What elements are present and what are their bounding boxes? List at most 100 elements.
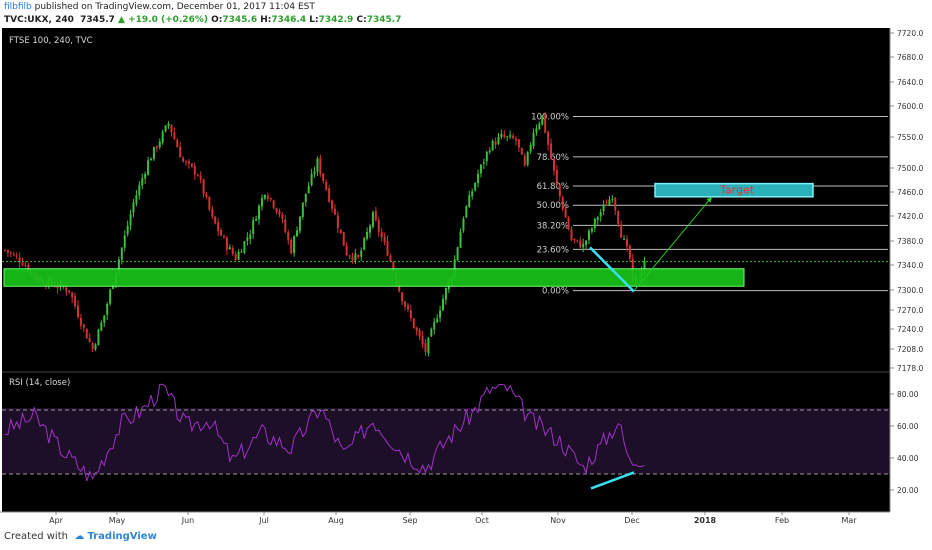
candle-body xyxy=(561,196,564,210)
candle-body xyxy=(196,175,199,177)
time-tick-label: 2018 xyxy=(694,516,717,525)
support-zone[interactable] xyxy=(3,268,745,287)
candle-body xyxy=(348,255,351,257)
candle-body xyxy=(217,222,220,231)
close-label: C: xyxy=(356,15,367,25)
candle-body xyxy=(424,343,427,352)
candle-body xyxy=(91,343,94,350)
target-zone[interactable] xyxy=(654,182,814,198)
candle-body xyxy=(141,178,144,186)
candle-body xyxy=(625,239,628,247)
candle-body xyxy=(345,245,348,256)
candle-body xyxy=(608,199,611,205)
author-link[interactable]: filbfilb xyxy=(4,2,32,12)
candle-body xyxy=(614,198,617,211)
candle-body xyxy=(392,261,395,272)
candle-body xyxy=(555,170,558,185)
candle-body xyxy=(158,141,161,148)
candle-body xyxy=(246,237,249,241)
rsi-divergence-line[interactable] xyxy=(590,471,635,490)
candle-body xyxy=(520,148,523,155)
price-tick-label: 7600.0 xyxy=(897,102,923,111)
candle-body xyxy=(150,158,152,161)
candle-body xyxy=(398,284,401,292)
high-value: 7346.4 xyxy=(271,15,307,25)
rsi-tick-label: 40.00 xyxy=(897,454,919,463)
time-tick-label: Aug xyxy=(328,516,344,525)
candle-body xyxy=(526,151,529,165)
candle-body xyxy=(164,125,167,132)
rsi-axis[interactable]: 80.00 60.00 40.00 20.00 xyxy=(890,390,919,495)
time-tick-label: May xyxy=(109,516,126,525)
candle-body xyxy=(275,208,278,212)
candle-body xyxy=(319,157,322,174)
candle-body xyxy=(588,230,590,240)
price-tick-label: 7500.0 xyxy=(897,164,923,173)
candle-body xyxy=(497,136,500,145)
candle-body xyxy=(336,215,339,229)
candle-body xyxy=(260,198,263,207)
footer: Created with ☁ TradingView xyxy=(4,531,157,542)
candle-body xyxy=(523,155,526,166)
price-tick-label: 7178.0 xyxy=(897,364,923,373)
candle-body xyxy=(564,208,567,218)
candle-body xyxy=(208,196,211,210)
candle-body xyxy=(21,262,24,266)
fib-label: 23.60% xyxy=(537,245,569,255)
fib-label: 61.80% xyxy=(537,182,569,192)
price-axis-panel xyxy=(890,28,932,526)
publish-text: published on TradingView.com, December 0… xyxy=(31,2,315,12)
candle-body xyxy=(442,298,444,311)
candle-body xyxy=(185,161,188,163)
candle-body xyxy=(74,296,77,307)
rsi-pane-title: RSI (14, close) xyxy=(9,378,70,388)
candle-body xyxy=(488,150,491,153)
price-tick-label: 7270.0 xyxy=(897,306,923,315)
time-tick-label: Jun xyxy=(181,516,195,525)
candle-body xyxy=(462,218,465,231)
candle-body xyxy=(617,210,620,225)
candle-body xyxy=(97,329,100,346)
candle-body xyxy=(85,328,88,339)
candle-body xyxy=(471,191,474,197)
candle-body xyxy=(643,261,646,272)
time-tick-label: Jul xyxy=(258,516,269,525)
candle-body xyxy=(106,304,109,315)
candles xyxy=(4,111,646,357)
candle-body xyxy=(255,219,258,221)
candle-body xyxy=(573,238,576,241)
candle-body xyxy=(383,236,386,243)
open-value: 7345.6 xyxy=(222,15,258,25)
candle-body xyxy=(596,217,599,220)
candle-body xyxy=(354,253,357,261)
candle-body xyxy=(620,224,623,238)
candle-body xyxy=(380,232,383,238)
candle-body xyxy=(4,249,6,251)
candle-body xyxy=(298,216,301,232)
price-tick-label: 7300.0 xyxy=(897,286,923,295)
candle-body xyxy=(412,318,415,329)
time-tick-label: Dec xyxy=(624,516,639,525)
price-divergence-line[interactable] xyxy=(589,246,635,293)
candle-body xyxy=(401,292,404,302)
symbol-label[interactable]: TVC:UKX, 240 xyxy=(4,15,74,25)
candle-body xyxy=(494,141,497,145)
tradingview-logo-text[interactable]: TradingView xyxy=(87,531,157,542)
candle-body xyxy=(9,252,12,254)
candle-body xyxy=(517,139,520,148)
candle-body xyxy=(170,124,173,133)
candle-body xyxy=(243,241,246,253)
ohlc-line: TVC:UKX, 240 7345.7 ▲ +19.0 (+0.26%) O:7… xyxy=(4,15,401,25)
candle-body xyxy=(623,238,626,240)
time-axis[interactable]: Apr May Jun Jul Aug Sep Oct Nov Dec 2018 Feb Mar xyxy=(49,512,857,525)
candle-body xyxy=(120,247,123,260)
candle-body xyxy=(234,254,237,260)
rsi-line xyxy=(4,383,645,482)
candle-body xyxy=(582,243,585,248)
candle-body xyxy=(211,208,214,217)
candle-body xyxy=(331,200,334,209)
price-axis[interactable]: 7178.0 7208.0 7240.0 7270.0 7300.0 7340.0 7380… xyxy=(890,29,923,373)
candle-body xyxy=(529,145,532,152)
time-tick-label: Sep xyxy=(402,516,417,525)
